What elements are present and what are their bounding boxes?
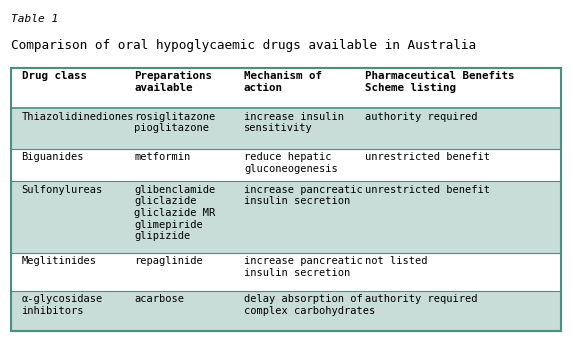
Text: Biguanides: Biguanides xyxy=(22,152,84,162)
Text: unrestricted benefit: unrestricted benefit xyxy=(365,152,490,162)
Text: Sulfonylureas: Sulfonylureas xyxy=(22,185,103,195)
Text: Drug class: Drug class xyxy=(22,71,86,81)
Text: authority required: authority required xyxy=(365,112,477,122)
Text: α-glycosidase
inhibitors: α-glycosidase inhibitors xyxy=(22,294,103,315)
Bar xyxy=(11,182,561,253)
Bar xyxy=(11,149,561,182)
Text: glibenclamide
gliclazide
gliclazide MR
glimepiride
glipizide: glibenclamide gliclazide gliclazide MR g… xyxy=(134,185,215,241)
Bar xyxy=(11,68,561,331)
Bar xyxy=(11,108,561,149)
Bar xyxy=(11,253,561,291)
Text: Comparison of oral hypoglycaemic drugs available in Australia: Comparison of oral hypoglycaemic drugs a… xyxy=(11,39,476,52)
Text: Meglitinides: Meglitinides xyxy=(22,257,97,266)
Text: Thiazolidinediones: Thiazolidinediones xyxy=(22,112,134,122)
Bar xyxy=(11,68,561,108)
Text: increase insulin
sensitivity: increase insulin sensitivity xyxy=(244,112,344,133)
Bar xyxy=(11,291,561,331)
Text: reduce hepatic
gluconeogenesis: reduce hepatic gluconeogenesis xyxy=(244,152,337,174)
Text: acarbose: acarbose xyxy=(134,294,184,304)
Text: authority required: authority required xyxy=(365,294,477,304)
Text: increase pancreatic
insulin secretion: increase pancreatic insulin secretion xyxy=(244,185,363,207)
Text: not listed: not listed xyxy=(365,257,427,266)
Text: increase pancreatic
insulin secretion: increase pancreatic insulin secretion xyxy=(244,257,363,278)
Text: metformin: metformin xyxy=(134,152,190,162)
Text: unrestricted benefit: unrestricted benefit xyxy=(365,185,490,195)
Text: Pharmaceutical Benefits
Scheme listing: Pharmaceutical Benefits Scheme listing xyxy=(365,71,514,93)
Text: delay absorption of
complex carbohydrates: delay absorption of complex carbohydrate… xyxy=(244,294,375,315)
Text: Mechanism of
action: Mechanism of action xyxy=(244,71,322,93)
Text: Preparations
available: Preparations available xyxy=(134,71,212,93)
Text: rosiglitazone
pioglitazone: rosiglitazone pioglitazone xyxy=(134,112,215,133)
Text: repaglinide: repaglinide xyxy=(134,257,203,266)
Text: Table 1: Table 1 xyxy=(11,14,59,24)
